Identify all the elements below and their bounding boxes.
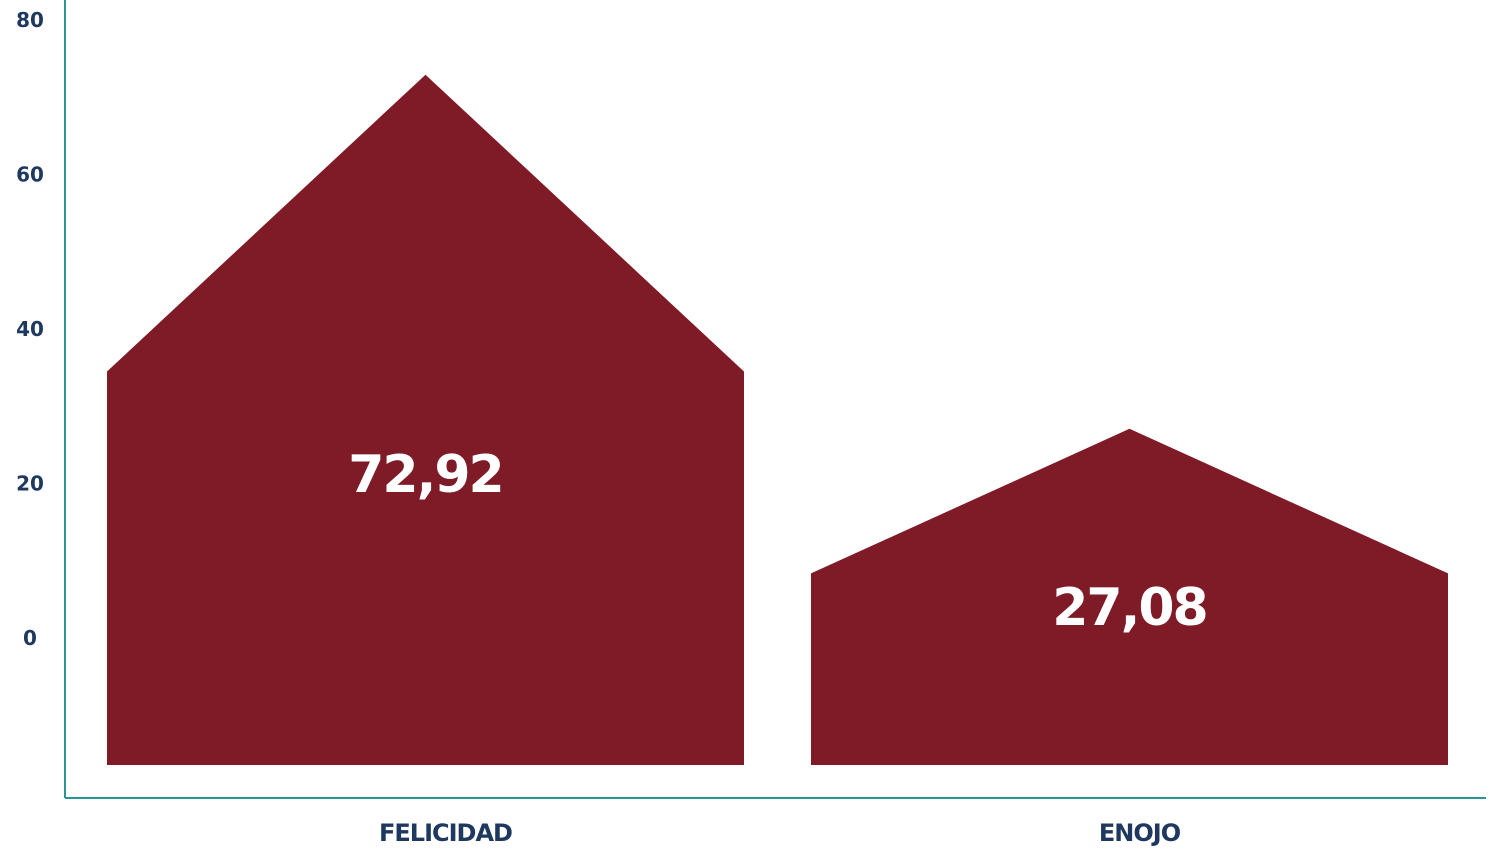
- y-tick-label: 20: [16, 472, 44, 496]
- bars-group: [107, 74, 1448, 766]
- y-tick-label: 0: [23, 626, 37, 650]
- data-label-enojo: 27,08: [1052, 578, 1206, 638]
- category-label-felicidad: FELICIDAD: [379, 819, 512, 847]
- category-label-enojo: ENOJO: [1099, 819, 1181, 847]
- y-axis-ticks: 0 20 40 60 80: [16, 8, 44, 650]
- category-labels-group: FELICIDAD ENOJO: [379, 819, 1182, 847]
- data-label-felicidad: 72,92: [348, 445, 502, 505]
- y-tick-label: 60: [16, 163, 44, 187]
- y-tick-label: 40: [16, 317, 44, 341]
- bar-felicidad: [107, 74, 744, 766]
- y-tick-label: 80: [16, 8, 44, 32]
- data-labels-group: 72,92 27,08: [348, 445, 1208, 638]
- bar-enojo: [811, 428, 1448, 765]
